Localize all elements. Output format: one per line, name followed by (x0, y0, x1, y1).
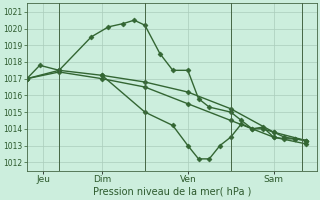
X-axis label: Pression niveau de la mer( hPa ): Pression niveau de la mer( hPa ) (92, 187, 251, 197)
